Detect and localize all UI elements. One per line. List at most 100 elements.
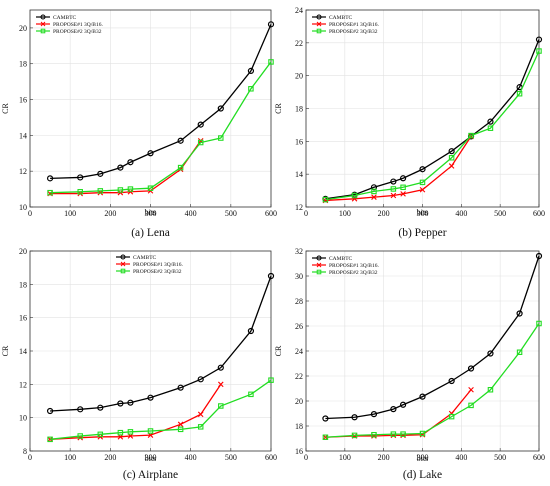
data-point bbox=[322, 196, 329, 203]
x-tick-label: 500 bbox=[494, 209, 506, 218]
data-point bbox=[77, 433, 83, 439]
y-tick-label: 16 bbox=[295, 447, 303, 456]
y-axis-label: CR bbox=[1, 345, 10, 356]
legend-label: CAMBTC bbox=[53, 15, 77, 21]
data-point bbox=[147, 150, 154, 157]
y-tick-label: 8 bbox=[23, 447, 27, 456]
legend-label: PROPOSE#1 3Q/B16. bbox=[329, 22, 379, 28]
series-line-3 bbox=[325, 50, 540, 201]
data-point bbox=[248, 391, 254, 398]
data-point bbox=[535, 252, 543, 260]
y-axis-label: CR bbox=[274, 345, 283, 356]
legend-label: PROPOSE#2 3Q/B32 bbox=[329, 29, 378, 35]
y-axis-label: CR bbox=[274, 103, 283, 114]
x-tick-label: 200 bbox=[378, 209, 390, 218]
legend-marker bbox=[120, 261, 126, 267]
data-point bbox=[371, 188, 377, 195]
data-point bbox=[77, 189, 83, 195]
y-tick-label: 22 bbox=[295, 39, 303, 48]
y-tick-label: 18 bbox=[19, 60, 27, 69]
legend-marker bbox=[316, 262, 322, 268]
x-tick-label: 600 bbox=[533, 453, 545, 462]
data-point bbox=[468, 132, 474, 139]
x-axis-label: bits bbox=[417, 208, 429, 217]
legend-marker bbox=[120, 254, 126, 260]
data-point bbox=[267, 272, 275, 280]
data-point bbox=[117, 429, 124, 436]
y-tick-label: 20 bbox=[295, 397, 303, 406]
y-tick-label: 20 bbox=[19, 247, 27, 256]
data-point bbox=[390, 186, 397, 192]
x-axis-label: bits bbox=[145, 208, 157, 217]
y-tick-label: 18 bbox=[19, 280, 27, 289]
data-point bbox=[400, 184, 406, 191]
data-point bbox=[370, 184, 378, 191]
x-tick-label: 100 bbox=[339, 453, 351, 462]
chart-caption: (d) Lake bbox=[403, 469, 442, 481]
data-point bbox=[419, 393, 426, 400]
legend-label: CAMBTC bbox=[329, 15, 353, 21]
x-tick-label: 600 bbox=[533, 209, 545, 218]
y-tick-label: 14 bbox=[19, 131, 27, 140]
series-line-2 bbox=[325, 136, 472, 202]
data-point bbox=[419, 186, 426, 193]
data-point bbox=[97, 431, 104, 438]
y-tick-label: 20 bbox=[19, 24, 27, 33]
x-tick-label: 500 bbox=[494, 453, 506, 462]
data-point bbox=[322, 434, 329, 440]
data-point bbox=[371, 431, 377, 438]
series-line-1 bbox=[50, 275, 272, 412]
data-point bbox=[419, 166, 426, 173]
data-point bbox=[47, 189, 53, 196]
data-point bbox=[351, 414, 358, 421]
data-point bbox=[197, 411, 204, 418]
data-point bbox=[117, 400, 124, 407]
data-point bbox=[97, 170, 104, 177]
series-line-2 bbox=[325, 389, 472, 438]
data-point bbox=[97, 188, 104, 194]
data-point bbox=[217, 364, 224, 371]
data-point bbox=[77, 174, 84, 181]
y-tick-label: 24 bbox=[295, 347, 303, 356]
data-point bbox=[390, 178, 397, 185]
legend-label: PROPOSE#1 3Q/B16. bbox=[133, 262, 183, 268]
data-point bbox=[487, 125, 494, 131]
y-tick-label: 16 bbox=[19, 314, 27, 323]
y-tick-label: 20 bbox=[295, 72, 303, 81]
data-point bbox=[217, 105, 224, 112]
data-point bbox=[536, 48, 542, 54]
data-point bbox=[177, 137, 184, 144]
data-point bbox=[351, 192, 358, 199]
x-tick-label: 0 bbox=[28, 209, 32, 218]
y-tick-label: 14 bbox=[19, 347, 27, 356]
data-point bbox=[147, 394, 154, 401]
x-tick-label: 300 bbox=[417, 453, 429, 462]
x-tick-label: 400 bbox=[185, 453, 197, 462]
y-tick-label: 18 bbox=[295, 105, 303, 114]
x-tick-label: 500 bbox=[225, 453, 237, 462]
data-point bbox=[351, 432, 358, 439]
x-tick-label: 600 bbox=[265, 453, 277, 462]
data-point bbox=[268, 377, 274, 383]
data-point bbox=[197, 424, 204, 430]
data-point bbox=[390, 431, 397, 437]
x-tick-label: 300 bbox=[145, 209, 157, 218]
x-tick-label: 0 bbox=[28, 453, 32, 462]
data-point bbox=[197, 121, 204, 128]
y-tick-label: 16 bbox=[19, 96, 27, 105]
x-axis-label: bits bbox=[417, 454, 429, 463]
legend-marker bbox=[316, 21, 322, 27]
data-point bbox=[390, 406, 397, 413]
y-tick-label: 24 bbox=[295, 6, 303, 15]
legend-marker bbox=[40, 28, 46, 34]
data-point bbox=[468, 386, 474, 393]
y-tick-label: 16 bbox=[295, 137, 303, 146]
y-tick-label: 30 bbox=[295, 272, 303, 281]
data-point bbox=[448, 377, 455, 385]
legend-label: PROPOSE#2 3Q/B32 bbox=[53, 29, 102, 35]
